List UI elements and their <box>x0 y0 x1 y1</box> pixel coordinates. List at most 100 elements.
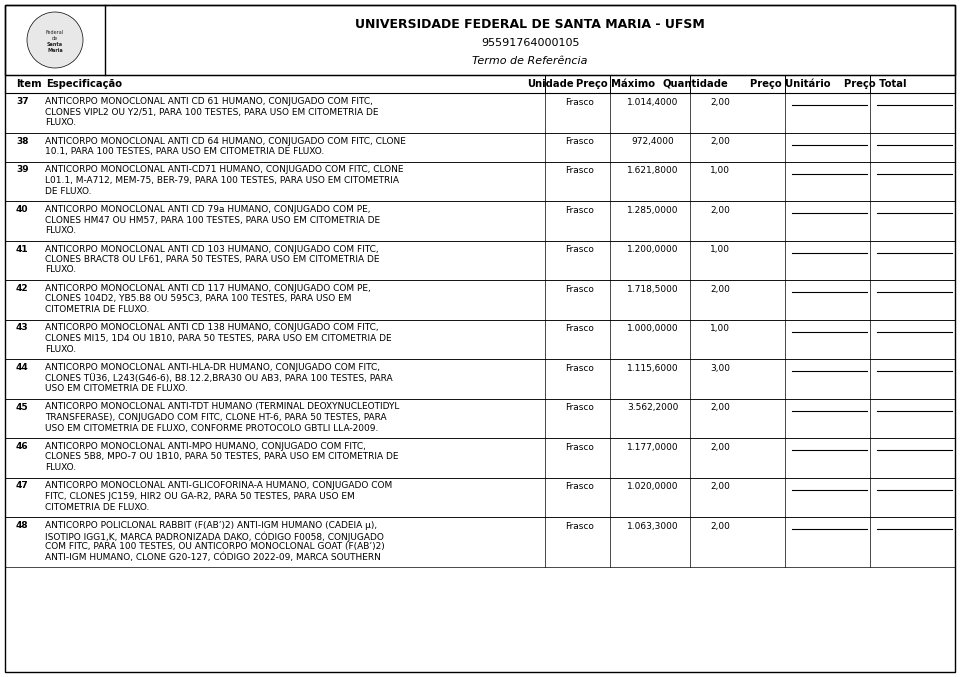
Text: 2,00: 2,00 <box>710 403 730 412</box>
Bar <box>5 399 955 438</box>
Text: 1.020,0000: 1.020,0000 <box>627 482 679 492</box>
Text: Santa: Santa <box>47 43 63 47</box>
Text: 45: 45 <box>16 403 29 412</box>
Text: ISOTIPO IGG1,K, MARCA PADRONIZADA DAKO, CÓDIGO F0058, CONJUGADO: ISOTIPO IGG1,K, MARCA PADRONIZADA DAKO, … <box>45 531 384 542</box>
Text: 3,00: 3,00 <box>710 364 730 373</box>
Text: ANTICORPO MONOCLONAL ANTI CD 103 HUMANO, CONJUGADO COM FITC,: ANTICORPO MONOCLONAL ANTI CD 103 HUMANO,… <box>45 244 378 253</box>
Text: 1,00: 1,00 <box>710 324 730 333</box>
Text: 43: 43 <box>16 324 29 332</box>
Text: L01.1, M-A712, MEM-75, BER-79, PARA 100 TESTES, PARA USO EM CITOMETRIA: L01.1, M-A712, MEM-75, BER-79, PARA 100 … <box>45 176 399 185</box>
Text: ANTICORPO MONOCLONAL ANTI CD 79a HUMANO, CONJUGADO COM PE,: ANTICORPO MONOCLONAL ANTI CD 79a HUMANO,… <box>45 205 371 214</box>
Text: FLUXO.: FLUXO. <box>45 345 76 353</box>
Bar <box>5 320 955 359</box>
Text: 39: 39 <box>16 165 29 175</box>
Text: ANTICORPO MONOCLONAL ANTI-TDT HUMANO (TERMINAL DEOXYNUCLEOTIDYL: ANTICORPO MONOCLONAL ANTI-TDT HUMANO (TE… <box>45 403 399 412</box>
Text: Preço Total: Preço Total <box>844 79 906 89</box>
Text: 44: 44 <box>16 363 29 372</box>
Text: Especificação: Especificação <box>46 79 122 89</box>
Text: CLONES MI15, 1D4 OU 1B10, PARA 50 TESTES, PARA USO EM CITOMETRIA DE: CLONES MI15, 1D4 OU 1B10, PARA 50 TESTES… <box>45 334 392 343</box>
Text: FLUXO.: FLUXO. <box>45 226 76 235</box>
Text: Frasco: Frasco <box>565 522 594 531</box>
Text: 10.1, PARA 100 TESTES, PARA USO EM CITOMETRIA DE FLUXO.: 10.1, PARA 100 TESTES, PARA USO EM CITOM… <box>45 147 324 156</box>
Bar <box>5 438 955 477</box>
Text: 1.000,0000: 1.000,0000 <box>627 324 679 333</box>
Text: FLUXO.: FLUXO. <box>45 463 76 472</box>
Text: 1,00: 1,00 <box>710 245 730 255</box>
Text: Frasco: Frasco <box>565 324 594 333</box>
Text: ANTICORPO MONOCLONAL ANTI CD 117 HUMANO, CONJUGADO COM PE,: ANTICORPO MONOCLONAL ANTI CD 117 HUMANO,… <box>45 284 371 293</box>
Text: 38: 38 <box>16 137 29 146</box>
Text: 1.718,5000: 1.718,5000 <box>627 285 679 294</box>
Text: 47: 47 <box>16 481 29 491</box>
Text: 972,4000: 972,4000 <box>632 137 674 146</box>
Text: Maria: Maria <box>47 49 62 53</box>
Text: CLONES VIPL2 OU Y2/51, PARA 100 TESTES, PARA USO EM CITOMETRIA DE: CLONES VIPL2 OU Y2/51, PARA 100 TESTES, … <box>45 108 378 116</box>
Text: ANTICORPO MONOCLONAL ANTI CD 138 HUMANO, CONJUGADO COM FITC,: ANTICORPO MONOCLONAL ANTI CD 138 HUMANO,… <box>45 324 378 332</box>
Text: 1.063,3000: 1.063,3000 <box>627 522 679 531</box>
Text: 95591764000105: 95591764000105 <box>481 39 579 49</box>
Text: Unidade: Unidade <box>527 79 573 89</box>
Text: Frasco: Frasco <box>565 403 594 412</box>
Text: 37: 37 <box>16 97 29 106</box>
Text: 1.014,4000: 1.014,4000 <box>627 97 679 107</box>
Text: Item: Item <box>16 79 41 89</box>
Bar <box>5 162 955 201</box>
Text: Frasco: Frasco <box>565 443 594 452</box>
Text: Frasco: Frasco <box>565 364 594 373</box>
Text: 1.177,0000: 1.177,0000 <box>627 443 679 452</box>
Text: Frasco: Frasco <box>565 97 594 107</box>
Text: FLUXO.: FLUXO. <box>45 265 76 274</box>
Bar <box>5 359 955 399</box>
Text: USO EM CITOMETRIA DE FLUXO.: USO EM CITOMETRIA DE FLUXO. <box>45 384 188 393</box>
Text: 2,00: 2,00 <box>710 522 730 531</box>
Text: ANTICORPO MONOCLONAL ANTI CD 61 HUMANO, CONJUGADO COM FITC,: ANTICORPO MONOCLONAL ANTI CD 61 HUMANO, … <box>45 97 372 106</box>
Text: 2,00: 2,00 <box>710 97 730 107</box>
Text: ANTICORPO MONOCLONAL ANTI-MPO HUMANO, CONJUGADO COM FITC,: ANTICORPO MONOCLONAL ANTI-MPO HUMANO, CO… <box>45 442 366 451</box>
Bar <box>5 201 955 240</box>
Text: Frasco: Frasco <box>565 245 594 255</box>
Text: ANTI-IGM HUMANO, CLONE G20-127, CÓDIGO 2022-09, MARCA SOUTHERN: ANTI-IGM HUMANO, CLONE G20-127, CÓDIGO 2… <box>45 552 381 562</box>
Text: 1.200,0000: 1.200,0000 <box>627 245 679 255</box>
Text: COM FITC, PARA 100 TESTES, OU ANTICORPO MONOCLONAL GOAT (F(AB’)2): COM FITC, PARA 100 TESTES, OU ANTICORPO … <box>45 542 385 551</box>
Text: 41: 41 <box>16 244 29 253</box>
Text: FITC, CLONES JC159, HIR2 OU GA-R2, PARA 50 TESTES, PARA USO EM: FITC, CLONES JC159, HIR2 OU GA-R2, PARA … <box>45 492 355 501</box>
Text: CLONES BRACT8 OU LF61, PARA 50 TESTES, PARA USO EM CITOMETRIA DE: CLONES BRACT8 OU LF61, PARA 50 TESTES, P… <box>45 255 379 264</box>
Text: Frasco: Frasco <box>565 482 594 492</box>
Text: TRANSFERASE), CONJUGADO COM FITC, CLONE HT-6, PARA 50 TESTES, PARA: TRANSFERASE), CONJUGADO COM FITC, CLONE … <box>45 413 387 422</box>
Text: 1.621,8000: 1.621,8000 <box>627 167 679 175</box>
Text: UNIVERSIDADE FEDERAL DE SANTA MARIA - UFSM: UNIVERSIDADE FEDERAL DE SANTA MARIA - UF… <box>355 18 705 31</box>
Text: Preço Máximo: Preço Máximo <box>575 79 655 89</box>
Text: 2,00: 2,00 <box>710 206 730 215</box>
Text: CLONES 104D2, YB5.B8 OU 595C3, PARA 100 TESTES, PARA USO EM: CLONES 104D2, YB5.B8 OU 595C3, PARA 100 … <box>45 294 351 303</box>
Text: Termo de Referência: Termo de Referência <box>472 56 588 66</box>
Bar <box>5 133 955 162</box>
Text: CLONES TÜ36, L243(G46-6), B8.12.2,BRA30 OU AB3, PARA 100 TESTES, PARA: CLONES TÜ36, L243(G46-6), B8.12.2,BRA30 … <box>45 374 393 383</box>
Text: 46: 46 <box>16 442 29 451</box>
Text: Frasco: Frasco <box>565 285 594 294</box>
Text: 1.285,0000: 1.285,0000 <box>627 206 679 215</box>
Text: 3.562,2000: 3.562,2000 <box>627 403 679 412</box>
Text: Frasco: Frasco <box>565 137 594 146</box>
Text: 2,00: 2,00 <box>710 137 730 146</box>
Text: DE FLUXO.: DE FLUXO. <box>45 186 91 196</box>
Text: CLONES 5B8, MPO-7 OU 1B10, PARA 50 TESTES, PARA USO EM CITOMETRIA DE: CLONES 5B8, MPO-7 OU 1B10, PARA 50 TESTE… <box>45 452 398 462</box>
Text: 2,00: 2,00 <box>710 443 730 452</box>
Text: Quantidade: Quantidade <box>662 79 728 89</box>
Text: ANTICORPO MONOCLONAL ANTI-CD71 HUMANO, CONJUGADO COM FITC, CLONE: ANTICORPO MONOCLONAL ANTI-CD71 HUMANO, C… <box>45 165 403 175</box>
Text: ANTICORPO POLICLONAL RABBIT (F(AB’)2) ANTI-IGM HUMANO (CADEIA μ),: ANTICORPO POLICLONAL RABBIT (F(AB’)2) AN… <box>45 521 377 530</box>
Text: Federal: Federal <box>46 30 64 35</box>
Text: FLUXO.: FLUXO. <box>45 118 76 127</box>
Text: USO EM CITOMETRIA DE FLUXO, CONFORME PROTOCOLO GBTLI LLA-2009.: USO EM CITOMETRIA DE FLUXO, CONFORME PRO… <box>45 424 378 433</box>
Text: 48: 48 <box>16 521 29 530</box>
Text: Preço Unitário: Preço Unitário <box>750 79 830 89</box>
Text: de: de <box>52 35 58 41</box>
Text: Frasco: Frasco <box>565 206 594 215</box>
Text: CITOMETRIA DE FLUXO.: CITOMETRIA DE FLUXO. <box>45 305 150 314</box>
Bar <box>5 477 955 517</box>
Text: ANTICORPO MONOCLONAL ANTI CD 64 HUMANO, CONJUGADO COM FITC, CLONE: ANTICORPO MONOCLONAL ANTI CD 64 HUMANO, … <box>45 137 406 146</box>
Text: 42: 42 <box>16 284 29 293</box>
Text: 40: 40 <box>16 205 29 214</box>
Text: CLONES HM47 OU HM57, PARA 100 TESTES, PARA USO EM CITOMETRIA DE: CLONES HM47 OU HM57, PARA 100 TESTES, PA… <box>45 215 380 225</box>
Bar <box>5 93 955 133</box>
Text: CITOMETRIA DE FLUXO.: CITOMETRIA DE FLUXO. <box>45 502 150 512</box>
